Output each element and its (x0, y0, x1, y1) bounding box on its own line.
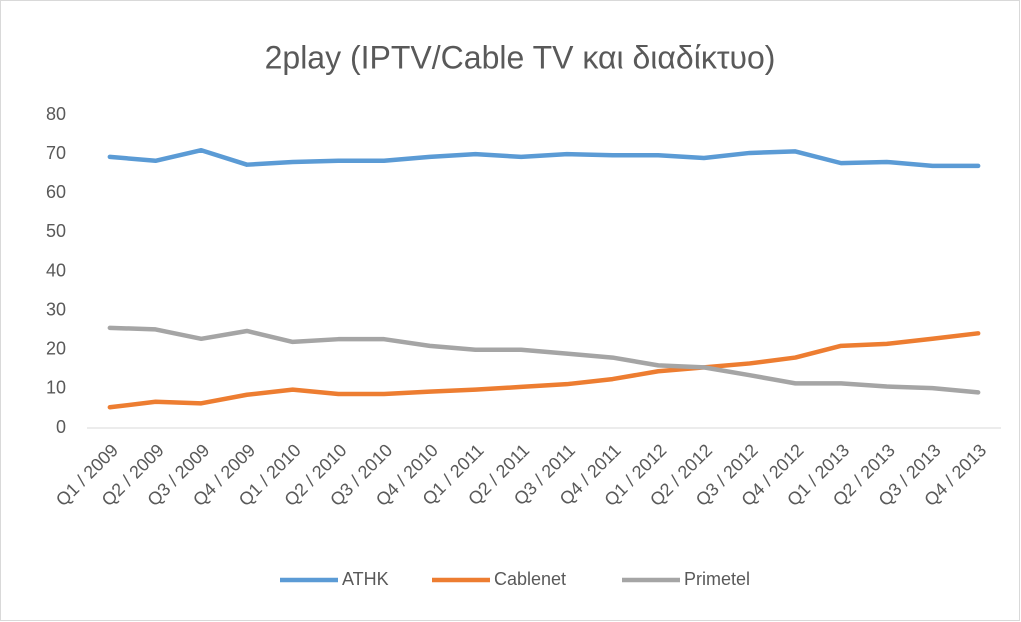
y-tick-label: 10 (46, 378, 66, 398)
y-tick-label: 70 (46, 143, 66, 163)
chart-title: 2play (IPTV/Cable TV και διαδίκτυο) (265, 39, 776, 75)
y-tick-label: 20 (46, 339, 66, 359)
line-series (107, 325, 981, 395)
y-tick-label: 40 (46, 260, 66, 280)
line-series (107, 331, 981, 410)
y-tick-label: 0 (56, 417, 66, 437)
y-tick-label: 80 (46, 104, 66, 124)
y-tick-label: 50 (46, 221, 66, 241)
legend-label: ATHK (342, 569, 389, 589)
legend-label: Primetel (684, 569, 750, 589)
line-series (107, 147, 981, 169)
legend-label: Cablenet (494, 569, 566, 589)
y-tick-label: 30 (46, 299, 66, 319)
y-tick-label: 60 (46, 182, 66, 202)
